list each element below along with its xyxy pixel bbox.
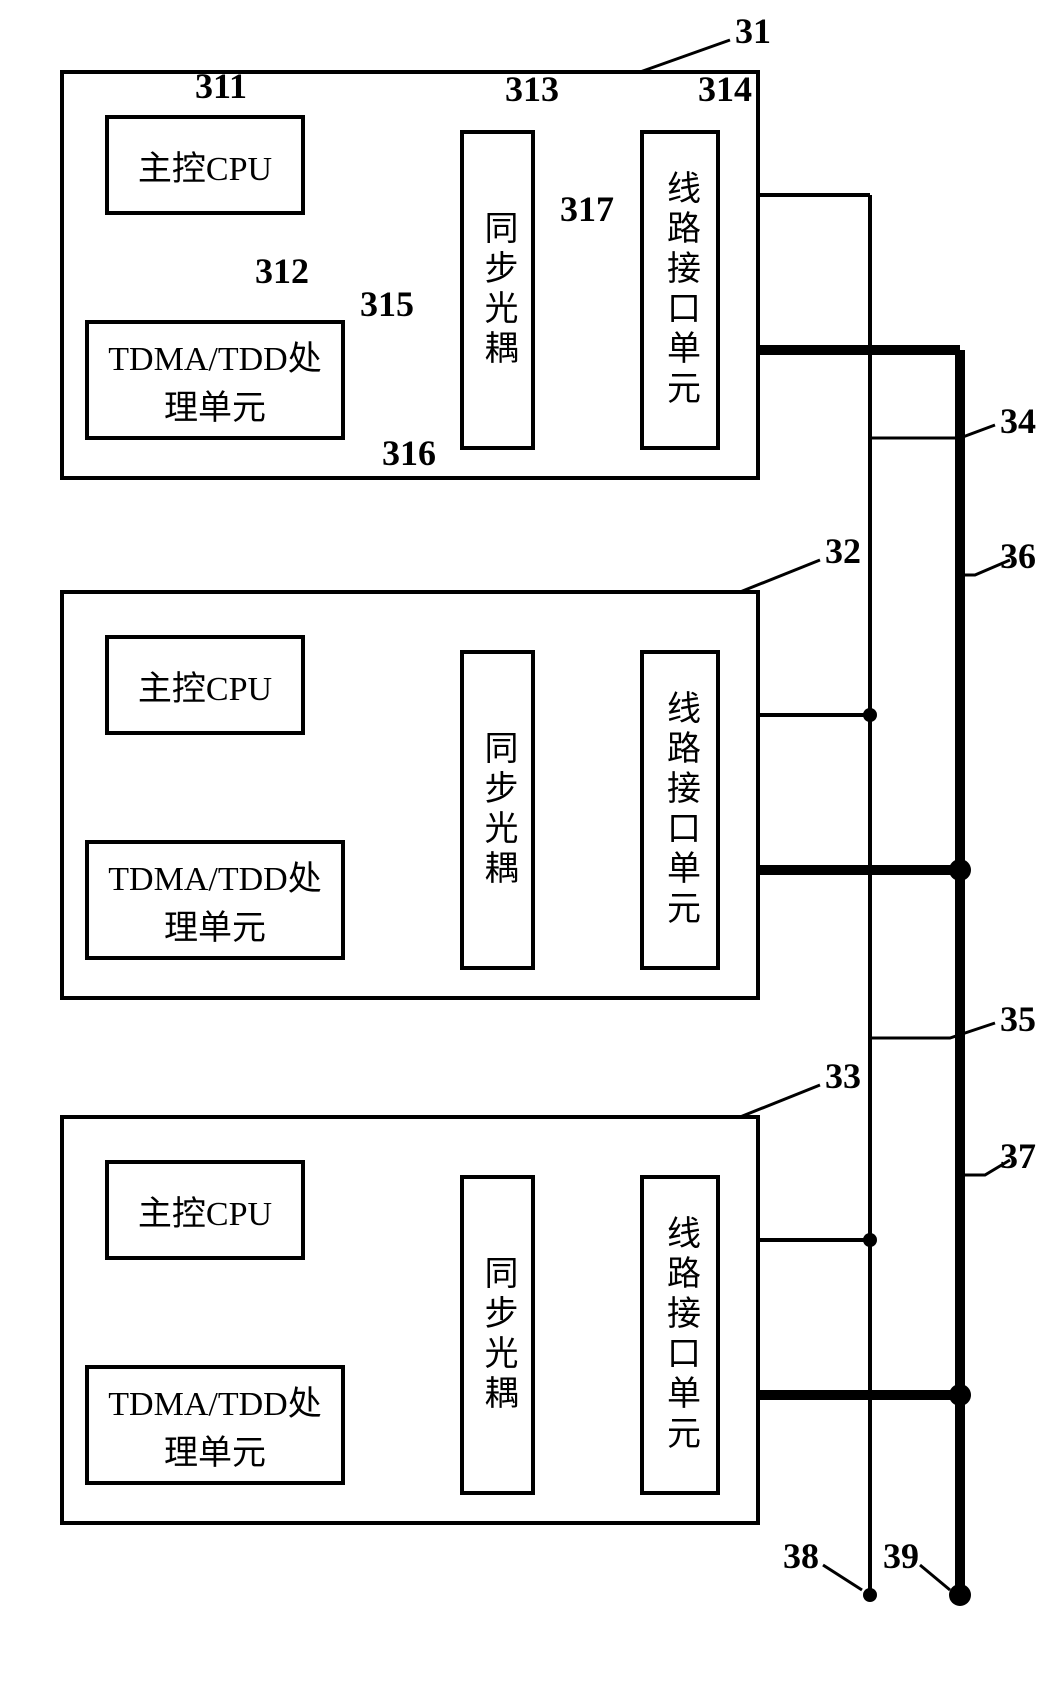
thick-bus-end — [949, 1584, 971, 1606]
ref-35: 35 — [1000, 998, 1036, 1040]
m31-cpu-label: 主控CPU — [138, 141, 272, 190]
m32-tdma-label: TDMA/TDD处 理单元 — [108, 851, 321, 949]
m33-line-box: 线路接口单元 — [640, 1175, 720, 1495]
ref-315: 315 — [360, 283, 414, 325]
m32-cpu-label: 主控CPU — [138, 661, 272, 710]
m33-cpu-box: 主控CPU — [105, 1160, 305, 1260]
ref-314: 314 — [698, 68, 752, 110]
ref-313: 313 — [505, 68, 559, 110]
m32-line-box: 线路接口单元 — [640, 650, 720, 970]
ref-37: 37 — [1000, 1135, 1036, 1177]
m31-sync-box: 同步光耦 — [460, 130, 535, 450]
m31-line-box: 线路接口单元 — [640, 130, 720, 450]
ref-38: 38 — [783, 1535, 819, 1577]
m33-line-label: 线路接口单元 — [656, 1215, 705, 1455]
m32-cpu-box: 主控CPU — [105, 635, 305, 735]
m31-tdma-box: TDMA/TDD处 理单元 — [85, 320, 345, 440]
ref-36: 36 — [1000, 535, 1036, 577]
ref-34: 34 — [1000, 400, 1036, 442]
m32-line-label: 线路接口单元 — [656, 690, 705, 930]
m31-line-label: 线路接口单元 — [656, 170, 705, 410]
m31-tdma-label: TDMA/TDD处 理单元 — [108, 331, 321, 429]
m32-tdma-box: TDMA/TDD处 理单元 — [85, 840, 345, 960]
m31-cpu-box: 主控CPU — [105, 115, 305, 215]
thin-bus-end — [863, 1588, 877, 1602]
m33-sync-box: 同步光耦 — [460, 1175, 535, 1495]
ref-32: 32 — [825, 530, 861, 572]
m33-sync-label: 同步光耦 — [473, 1255, 522, 1415]
m33-tdma-box: TDMA/TDD处 理单元 — [85, 1365, 345, 1485]
ref-317: 317 — [560, 188, 614, 230]
ref-311: 311 — [195, 65, 247, 107]
m32-sync-label: 同步光耦 — [473, 730, 522, 890]
ref-39: 39 — [883, 1535, 919, 1577]
ref-33: 33 — [825, 1055, 861, 1097]
ref-316: 316 — [382, 432, 436, 474]
ref-312: 312 — [255, 250, 309, 292]
ref-31: 31 — [735, 10, 771, 52]
m32-sync-box: 同步光耦 — [460, 650, 535, 970]
m33-tdma-label: TDMA/TDD处 理单元 — [108, 1376, 321, 1474]
m31-sync-label: 同步光耦 — [473, 210, 522, 370]
m33-cpu-label: 主控CPU — [138, 1186, 272, 1235]
